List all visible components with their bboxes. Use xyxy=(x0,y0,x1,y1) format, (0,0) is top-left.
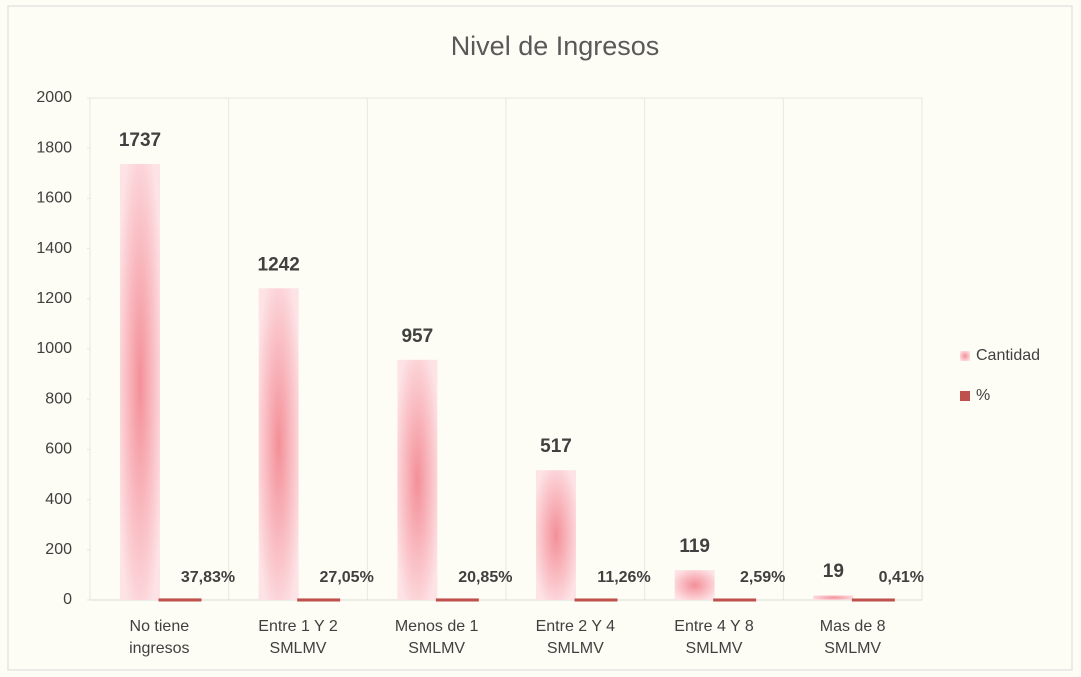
y-tick-label: 800 xyxy=(45,390,72,407)
data-label: 517 xyxy=(540,436,572,457)
data-label: 2,59% xyxy=(740,569,785,586)
y-tick-label: 600 xyxy=(45,441,72,458)
data-label: 119 xyxy=(679,536,710,557)
y-tick-label: 2000 xyxy=(36,89,72,106)
y-tick-label: 0 xyxy=(63,591,72,608)
legend-label: % xyxy=(976,387,990,404)
bar xyxy=(397,359,438,600)
x-tick-label: Entre 1 Y 2 SMLMV xyxy=(258,618,338,657)
data-label: 27,05% xyxy=(320,569,374,586)
legend-swatch xyxy=(960,391,970,401)
x-tick-label: Entre 2 Y 4 SMLMV xyxy=(535,618,616,657)
bar xyxy=(674,570,715,600)
bar xyxy=(258,288,299,600)
chart-title: Nivel de Ingresos xyxy=(451,31,660,61)
legend-label: Cantidad xyxy=(976,347,1040,364)
y-tick-label: 1400 xyxy=(36,240,72,257)
data-label: 11,26% xyxy=(597,569,650,586)
bar xyxy=(536,470,576,600)
x-tick-label: Menos de 1 SMLMV xyxy=(394,618,479,657)
data-label: 957 xyxy=(401,326,433,347)
y-tick-label: 1600 xyxy=(36,190,72,207)
data-label: 1242 xyxy=(258,254,300,275)
bar xyxy=(120,164,160,600)
data-label: 20,85% xyxy=(458,569,512,586)
y-tick-label: 1800 xyxy=(36,139,72,156)
y-tick-label: 1000 xyxy=(36,340,72,357)
y-tick-label: 400 xyxy=(45,491,72,508)
legend-swatch xyxy=(960,351,970,361)
bar xyxy=(813,595,854,600)
x-tick-label: Mas de 8 SMLMV xyxy=(819,618,886,657)
data-label: 0,41% xyxy=(879,569,924,586)
y-tick-label: 200 xyxy=(45,541,72,558)
data-label: 37,83% xyxy=(181,569,235,586)
data-label: 19 xyxy=(823,561,844,582)
y-tick-label: 1200 xyxy=(36,290,72,307)
chart-border xyxy=(7,5,1073,671)
x-tick-label: Entre 4 Y 8 SMLMV xyxy=(674,618,754,657)
data-label: 1737 xyxy=(119,130,161,151)
x-tick-label: No tiene ingresos xyxy=(129,618,190,657)
